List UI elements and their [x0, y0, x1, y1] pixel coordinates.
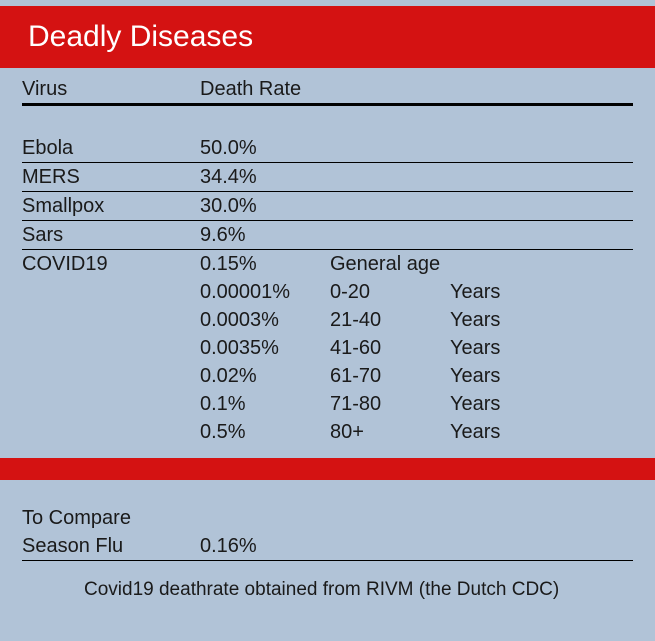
blank: [22, 334, 200, 362]
age-unit: Years: [450, 362, 500, 390]
table-row: Ebola 50.0%: [22, 134, 633, 162]
disease-name: COVID19: [22, 250, 200, 278]
compare-label-row: To Compare: [22, 504, 633, 532]
disease-rate: 0.15%: [200, 250, 330, 278]
blank: [22, 418, 200, 446]
blank: [22, 278, 200, 306]
disease-rate: 50.0%: [200, 134, 330, 162]
age-unit: Years: [450, 278, 500, 306]
divider-bar: [0, 458, 655, 480]
page: Deadly Diseases Virus Death Rate Ebola 5…: [0, 6, 655, 641]
age-range: 21-40: [330, 306, 450, 334]
age-range: 41-60: [330, 334, 450, 362]
covid-age-row: 0.5% 80+ Years: [22, 418, 633, 446]
age-rate: 0.02%: [200, 362, 330, 390]
compare-name: Season Flu: [22, 532, 200, 560]
disease-name: Ebola: [22, 134, 200, 162]
covid-age-row: 0.0035% 41-60 Years: [22, 334, 633, 362]
disease-name: Sars: [22, 221, 200, 249]
covid-age-row: 0.00001% 0-20 Years: [22, 278, 633, 306]
covid-age-row: 0.1% 71-80 Years: [22, 390, 633, 418]
footnote: Covid19 deathrate obtained from RIVM (th…: [22, 561, 633, 601]
header-row: Virus Death Rate: [22, 74, 633, 103]
age-rate: 0.1%: [200, 390, 330, 418]
main-table: Virus Death Rate Ebola 50.0% MERS 34.4% …: [0, 68, 655, 446]
compare-section: To Compare Season Flu 0.16% Covid19 deat…: [0, 480, 655, 601]
blank: [22, 362, 200, 390]
title-bar: Deadly Diseases: [0, 6, 655, 68]
disease-rate: 34.4%: [200, 163, 330, 191]
disease-rate: 30.0%: [200, 192, 330, 220]
blank: [22, 390, 200, 418]
blank: [22, 306, 200, 334]
covid-row: COVID19 0.15% General age: [22, 250, 633, 278]
age-unit: Years: [450, 418, 500, 446]
age-range: 71-80: [330, 390, 450, 418]
age-rate: 0.0035%: [200, 334, 330, 362]
covid-age-row: 0.02% 61-70 Years: [22, 362, 633, 390]
spacer: [22, 106, 633, 134]
table-row: Smallpox 30.0%: [22, 192, 633, 220]
header-virus: Virus: [22, 78, 200, 101]
disease-name: MERS: [22, 163, 200, 191]
age-label: General age: [330, 250, 450, 278]
header-rate: Death Rate: [200, 78, 330, 101]
compare-row: Season Flu 0.16%: [22, 532, 633, 560]
age-unit: Years: [450, 306, 500, 334]
page-title: Deadly Diseases: [28, 20, 253, 53]
compare-label: To Compare: [22, 504, 200, 532]
disease-name: Smallpox: [22, 192, 200, 220]
age-rate: 0.0003%: [200, 306, 330, 334]
age-unit: Years: [450, 390, 500, 418]
age-rate: 0.5%: [200, 418, 330, 446]
table-row: MERS 34.4%: [22, 163, 633, 191]
table-row: Sars 9.6%: [22, 221, 633, 249]
age-range: 80+: [330, 418, 450, 446]
age-rate: 0.00001%: [200, 278, 330, 306]
disease-rate: 9.6%: [200, 221, 330, 249]
compare-rate: 0.16%: [200, 532, 330, 560]
age-range: 0-20: [330, 278, 450, 306]
age-range: 61-70: [330, 362, 450, 390]
age-unit: Years: [450, 334, 500, 362]
covid-age-row: 0.0003% 21-40 Years: [22, 306, 633, 334]
